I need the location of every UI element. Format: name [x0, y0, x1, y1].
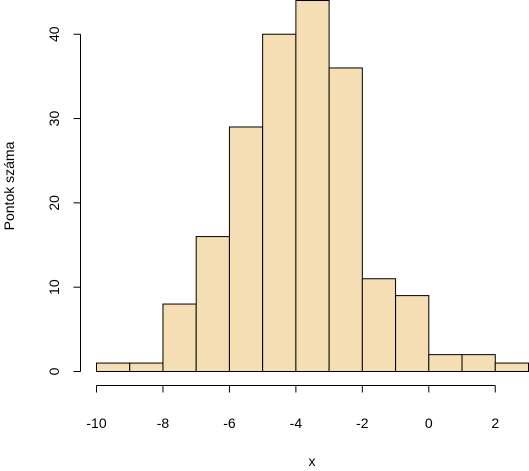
histogram-bar-10	[428, 354, 463, 372]
x-tick-label-5: 0	[425, 415, 433, 431]
histogram-bar-5	[262, 33, 297, 373]
x-tick-label-3: -4	[290, 415, 303, 431]
x-axis-label: x	[309, 453, 316, 469]
histogram-bar-4	[228, 126, 264, 372]
histogram-bar-2	[162, 303, 197, 372]
y-axis-label: Pontok száma	[1, 141, 17, 230]
bars-layer	[96, 0, 529, 373]
x-tick-label-0: -10	[86, 415, 106, 431]
x-tick-label-2: -6	[223, 415, 236, 431]
histogram-bar-6	[295, 0, 330, 372]
histogram-bar-0	[96, 362, 131, 372]
histogram-bar-8	[361, 278, 397, 372]
y-axis: 0 10 20 30 40	[46, 26, 81, 375]
histogram-bar-1	[129, 362, 164, 372]
y-tick-label-2: 20	[46, 195, 62, 211]
x-tick-label-1: -8	[157, 415, 170, 431]
histogram-bar-9	[395, 295, 430, 373]
y-tick-label-3: 30	[46, 111, 62, 127]
x-axis: -10 -8 -6 -4 -2 0 2	[86, 385, 499, 431]
histogram-bar-7	[328, 67, 363, 372]
y-tick-label-0: 0	[46, 367, 62, 375]
x-tick-label-4: -2	[356, 415, 369, 431]
histogram-bar-3	[195, 236, 230, 372]
y-tick-label-1: 10	[46, 279, 62, 295]
y-tick-label-4: 40	[46, 26, 62, 42]
x-tick-label-6: 2	[491, 415, 499, 431]
histogram-bar-11	[461, 354, 496, 372]
histogram-bar-12	[494, 362, 529, 372]
